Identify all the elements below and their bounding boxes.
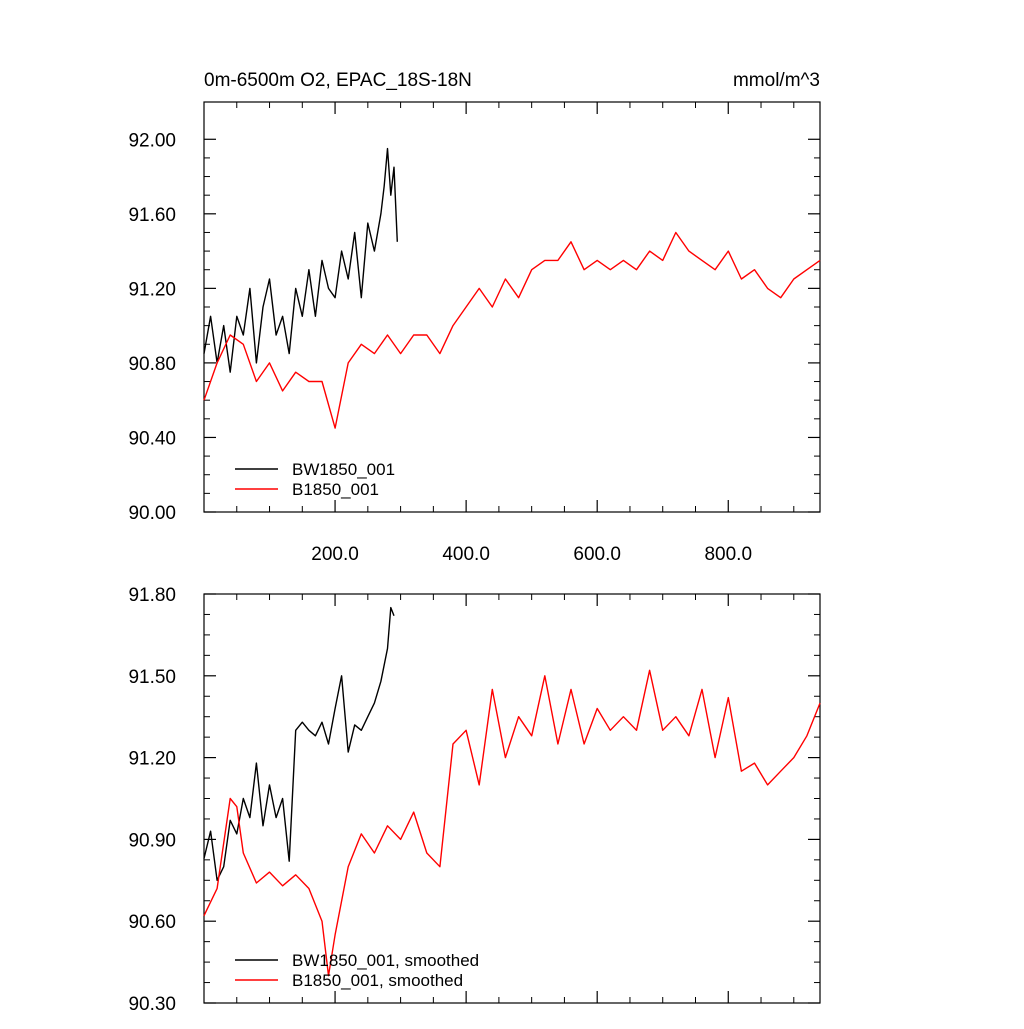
y-tick-label: 91.20 (128, 749, 176, 770)
series-line-bw1850-001 (203, 147, 398, 373)
y-tick-label: 90.40 (128, 428, 176, 449)
bottom-plot-area: 90.30 90.60 90.90 91.20 91.50 91.80 BW1850_001… (128, 585, 821, 1015)
series-line-b1850-001 (203, 231, 821, 429)
plot-frame (203, 101, 821, 513)
legend-label: BW1850_001 (292, 460, 395, 479)
plot-frame (203, 593, 821, 1004)
chart-title-left: 0m-6500m O2, EPAC_18S-18N (204, 70, 472, 91)
y-tick-label: 92.00 (128, 130, 176, 151)
y-tick-label: 90.30 (128, 994, 176, 1015)
y-tick-label: 90.90 (128, 830, 176, 851)
y-tick-label: 91.50 (128, 667, 176, 688)
x-tick-label: 800.0 (704, 544, 752, 565)
y-tick-label: 90.00 (128, 503, 176, 524)
top-plot-area: 90.00 90.40 90.80 91.20 91.60 92.00 200.0 400.0… (128, 101, 821, 565)
series-line-b1850-001-smoothed (203, 669, 821, 977)
y-tick-label: 90.80 (128, 354, 176, 375)
x-tick-label: 400.0 (442, 544, 490, 565)
series-line-bw1850-001-smoothed (203, 606, 395, 881)
chart-title-right: mmol/m^3 (733, 70, 820, 91)
x-tick-label: 200.0 (311, 544, 359, 565)
bottom-panel: 90.30 90.60 90.90 91.20 91.50 91.80 BW1850_001… (128, 585, 821, 1015)
top-panel: 0m-6500m O2, EPAC_18S-18N mmol/m^3 90.00… (128, 70, 821, 565)
legend-label: BW1850_001, smoothed (292, 951, 479, 970)
y-tick-label: 91.80 (128, 585, 176, 606)
legend-label: B1850_001, smoothed (292, 971, 463, 990)
y-tick-label: 91.20 (128, 279, 176, 300)
y-tick-label: 91.60 (128, 205, 176, 226)
x-tick-label: 600.0 (573, 544, 621, 565)
legend-label: B1850_001 (292, 480, 379, 499)
y-tick-label: 90.60 (128, 912, 176, 933)
